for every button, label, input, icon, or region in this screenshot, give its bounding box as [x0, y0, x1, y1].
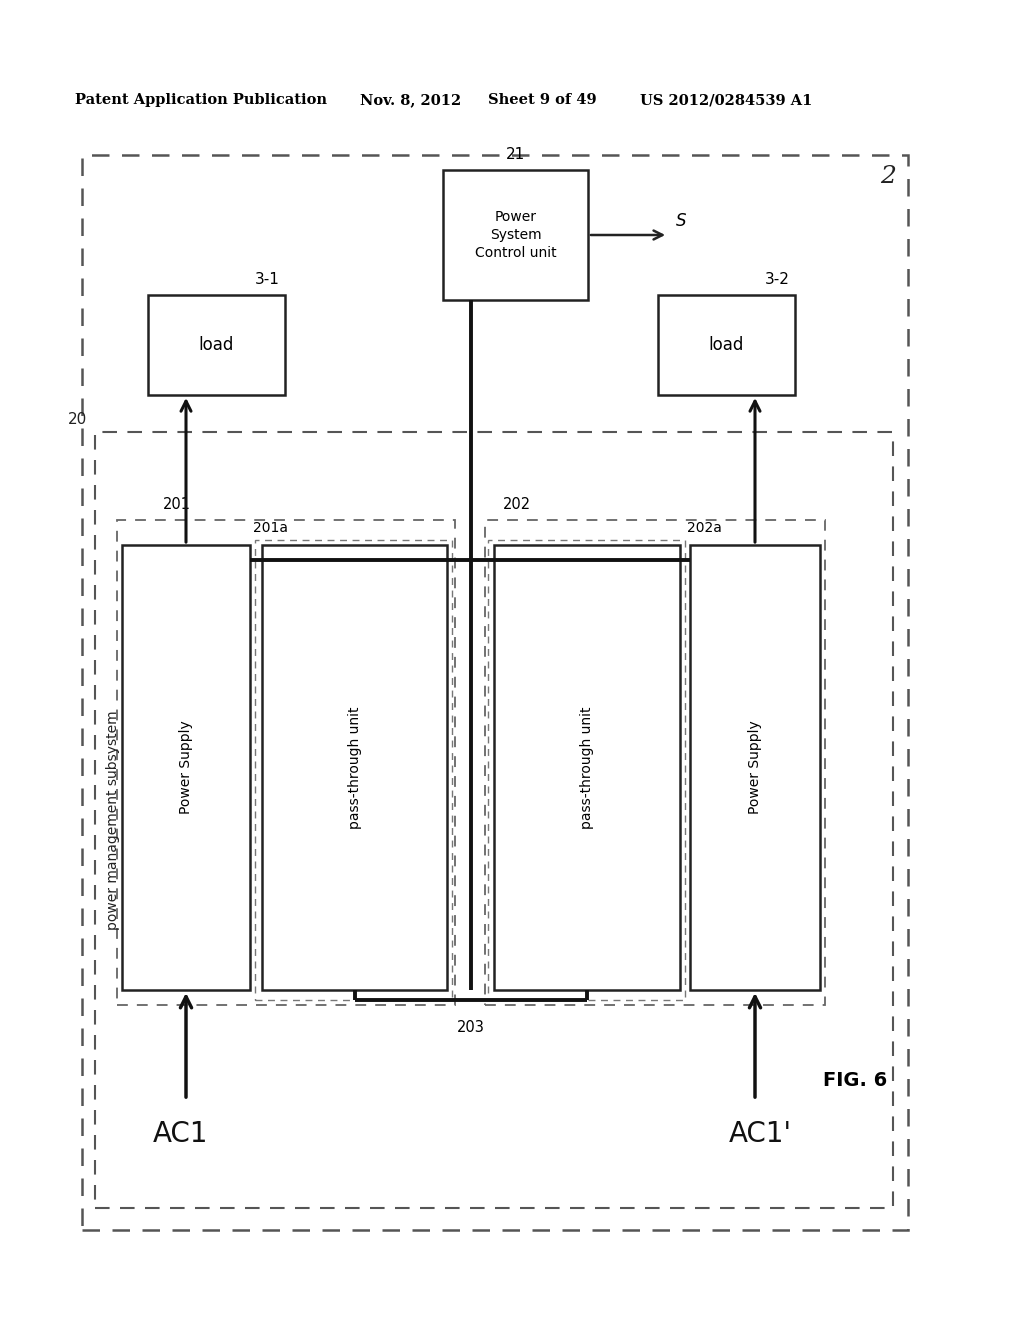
Text: power management subsystem: power management subsystem — [106, 710, 120, 929]
Bar — [262, 545, 447, 990]
Text: 2: 2 — [880, 165, 896, 187]
Text: S: S — [676, 213, 686, 230]
Bar — [95, 432, 893, 1208]
Text: pass-through unit: pass-through unit — [347, 706, 361, 829]
Text: load: load — [199, 337, 234, 354]
Bar — [658, 294, 795, 395]
Text: US 2012/0284539 A1: US 2012/0284539 A1 — [640, 92, 812, 107]
Bar — [82, 154, 908, 1230]
Bar — [117, 520, 455, 1005]
Text: FIG. 6: FIG. 6 — [823, 1071, 887, 1089]
Bar — [485, 520, 825, 1005]
Text: Power Supply: Power Supply — [748, 721, 762, 814]
Text: 201a: 201a — [253, 521, 288, 535]
Bar — [690, 545, 820, 990]
Bar — [488, 540, 685, 1001]
Text: 3-2: 3-2 — [765, 272, 790, 286]
Text: Power Supply: Power Supply — [179, 721, 193, 814]
Text: pass-through unit: pass-through unit — [580, 706, 594, 829]
Text: Power
System
Control unit: Power System Control unit — [475, 210, 556, 260]
Text: 202: 202 — [503, 498, 531, 512]
Bar — [443, 170, 588, 300]
Text: AC1: AC1 — [154, 1119, 209, 1148]
Bar — [148, 294, 285, 395]
Bar — [255, 540, 452, 1001]
Text: Patent Application Publication: Patent Application Publication — [75, 92, 327, 107]
Text: 202a: 202a — [687, 521, 722, 535]
Text: Sheet 9 of 49: Sheet 9 of 49 — [488, 92, 597, 107]
Text: 201: 201 — [163, 498, 191, 512]
Text: Nov. 8, 2012: Nov. 8, 2012 — [360, 92, 461, 107]
Text: 20: 20 — [68, 412, 87, 426]
Bar — [494, 545, 680, 990]
Text: AC1': AC1' — [728, 1119, 792, 1148]
Text: 203: 203 — [457, 1020, 484, 1035]
Text: 3-1: 3-1 — [255, 272, 280, 286]
Bar — [122, 545, 250, 990]
Text: 21: 21 — [506, 147, 525, 162]
Text: load: load — [709, 337, 744, 354]
